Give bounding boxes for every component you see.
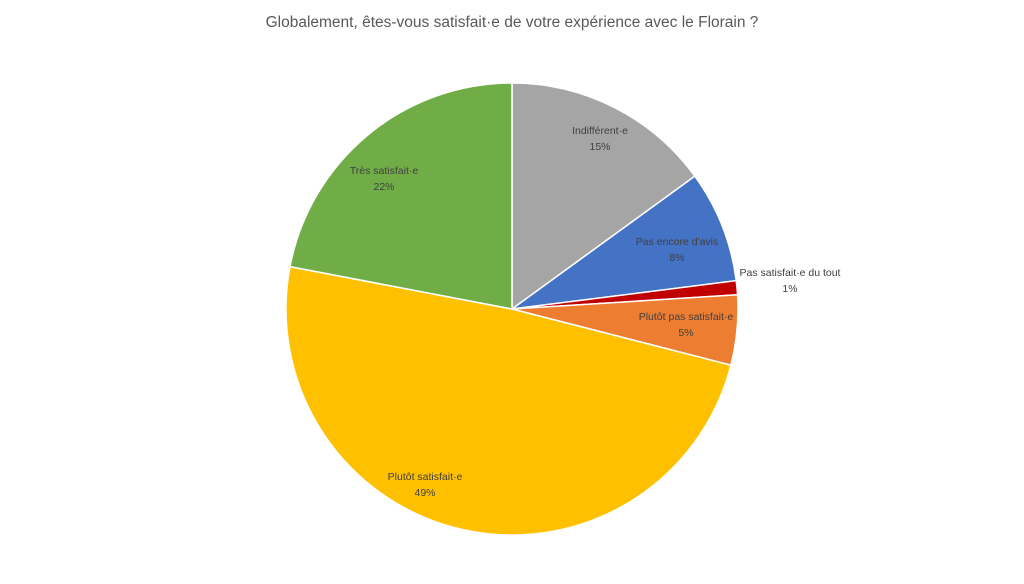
slice-value-label: 5% xyxy=(678,327,693,339)
slice-label: Très satisfait·e xyxy=(350,165,419,177)
slice-label: Indifférent·e xyxy=(572,125,628,137)
slice-label: Pas satisfait·e du tout xyxy=(740,267,841,279)
pie-slice xyxy=(289,82,513,310)
slice-value-label: 15% xyxy=(589,141,610,153)
slice-label: Plutôt satisfait·e xyxy=(388,471,463,483)
pie-slice xyxy=(285,265,732,536)
slice-value-label: 22% xyxy=(373,181,394,193)
slice-value-label: 8% xyxy=(669,252,684,264)
pie-slice xyxy=(511,82,696,311)
slice-value-label: 1% xyxy=(782,283,797,295)
chart-title: Globalement, êtes-vous satisfait·e de vo… xyxy=(265,14,759,31)
slice-label: Plutôt pas satisfait·e xyxy=(639,311,734,323)
slice-label: Pas encore d'avis xyxy=(636,236,719,248)
slice-value-label: 49% xyxy=(414,487,435,499)
pie-slice xyxy=(511,175,738,310)
